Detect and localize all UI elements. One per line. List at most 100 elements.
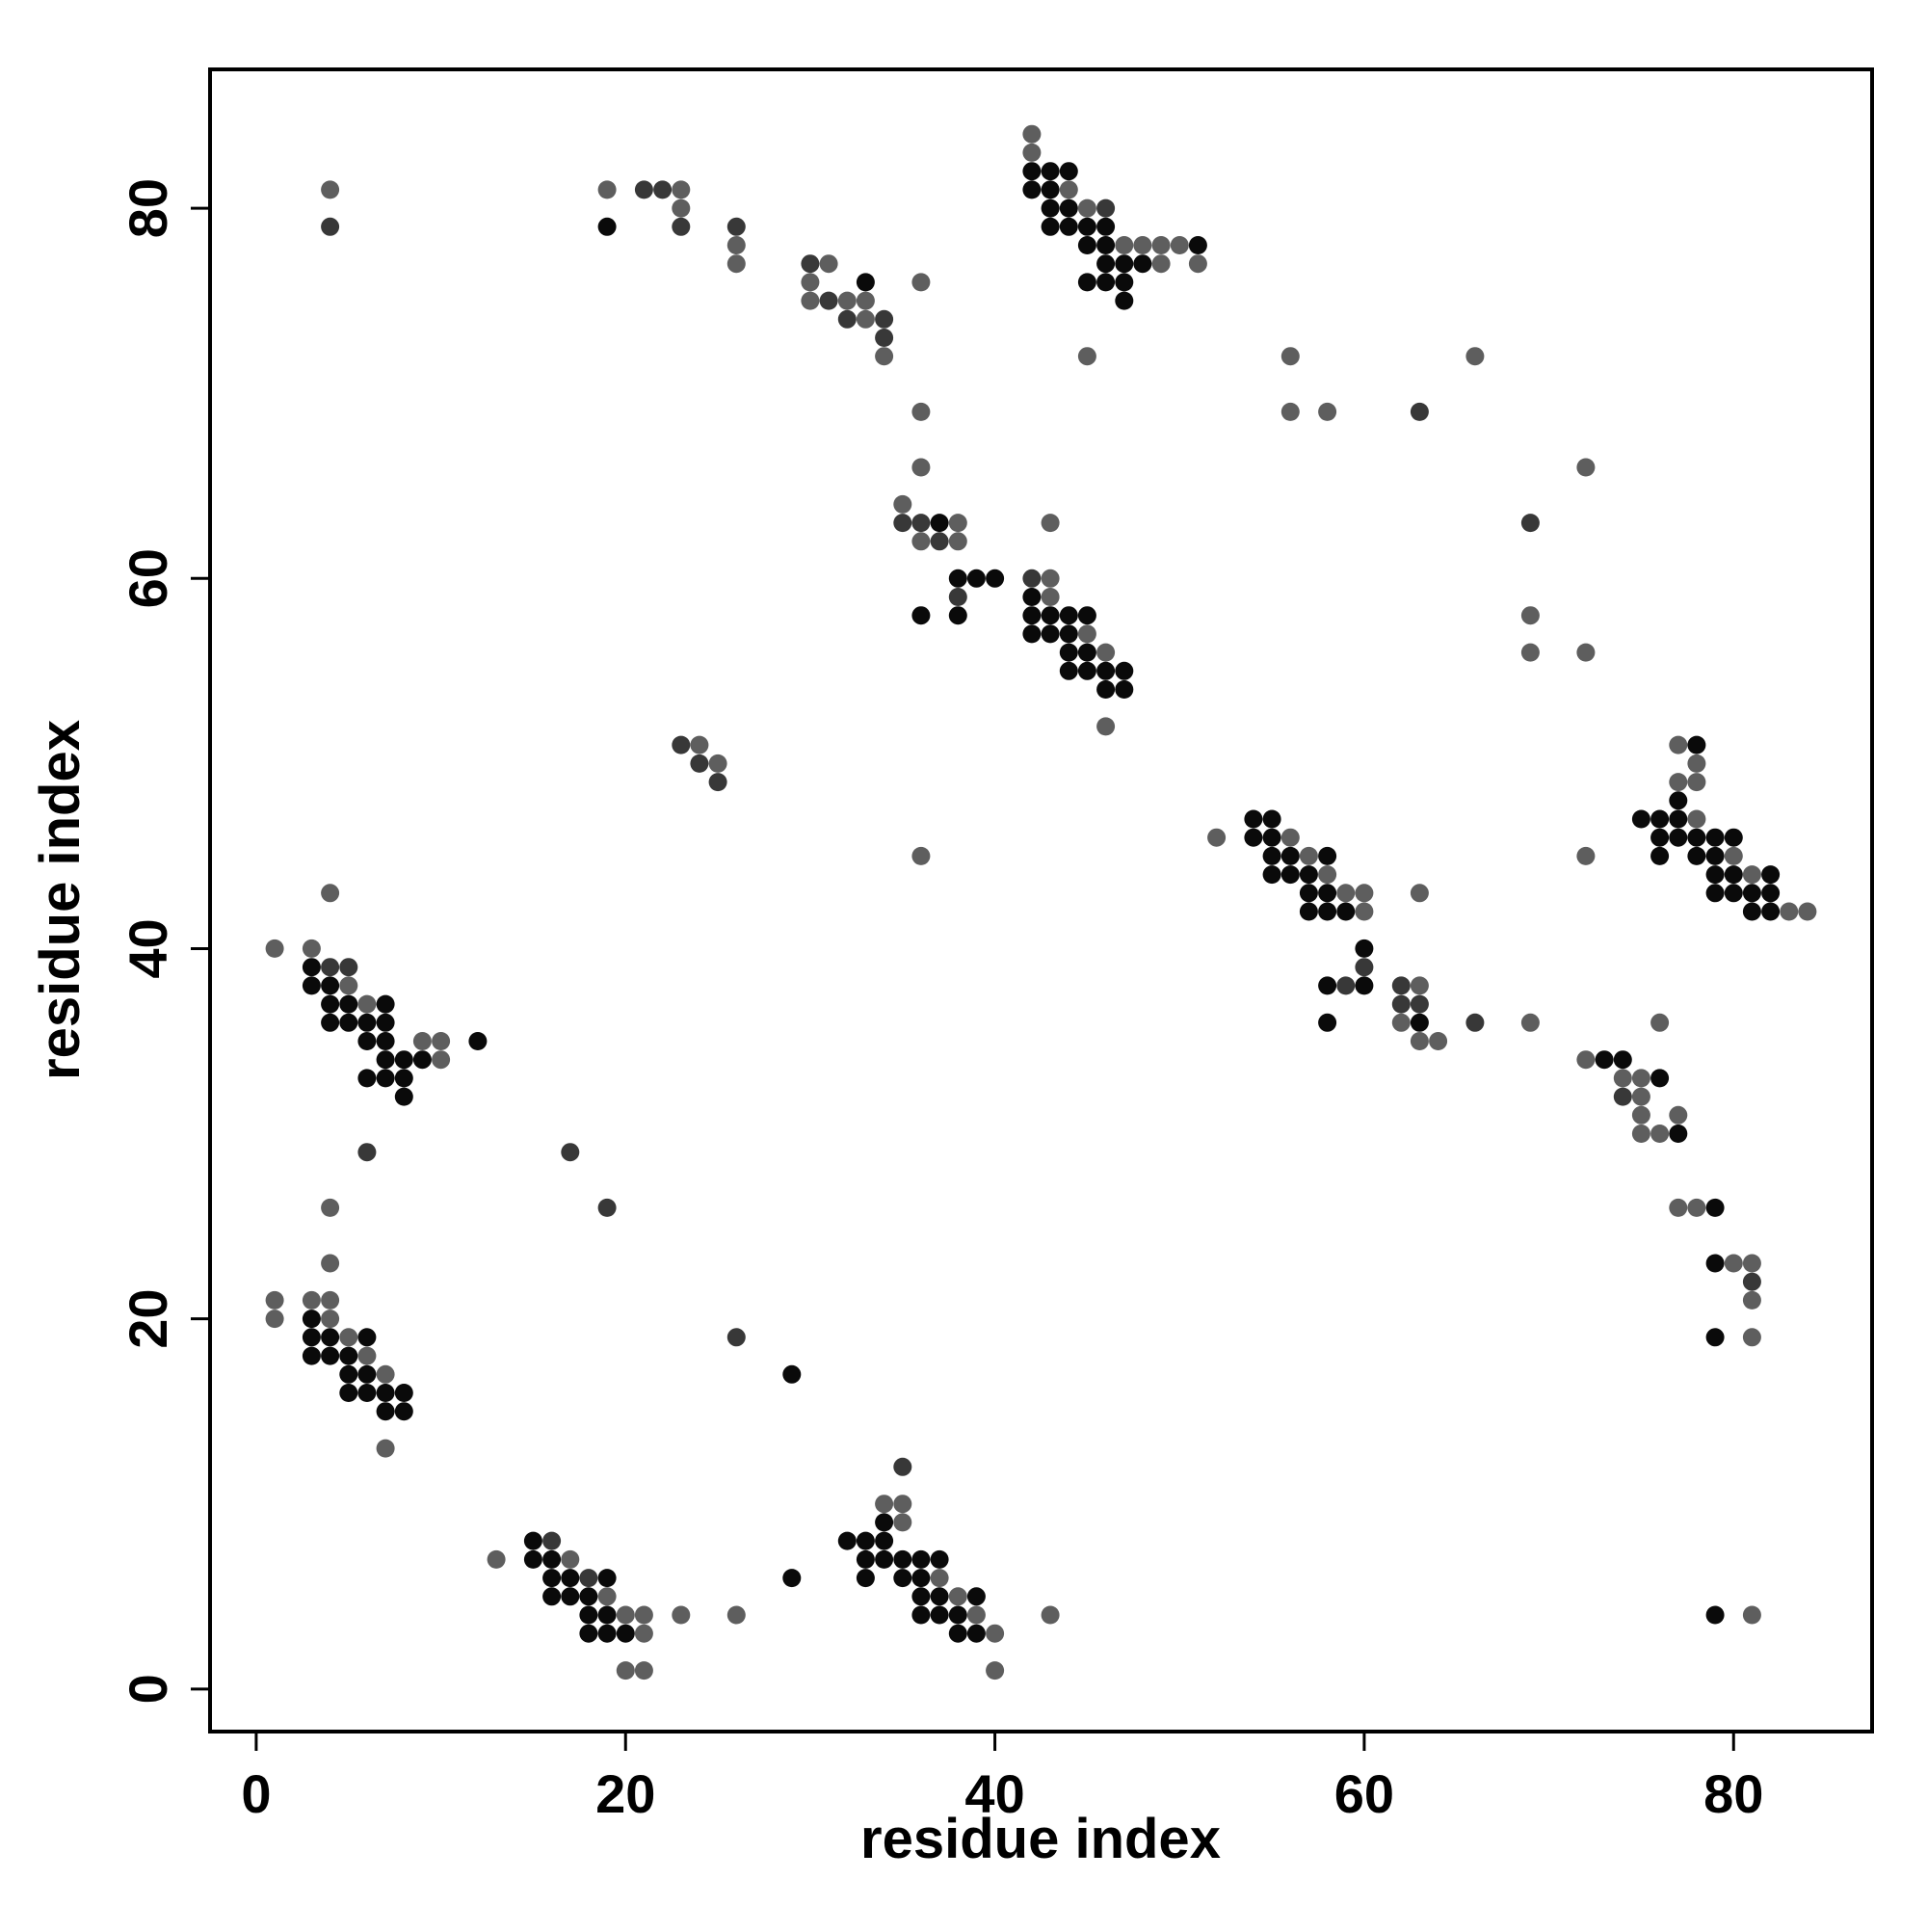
data-point	[1410, 1013, 1429, 1032]
data-point	[726, 236, 746, 254]
data-point	[412, 1032, 432, 1050]
data-point	[1299, 846, 1318, 865]
data-point	[321, 884, 340, 903]
data-point	[1059, 180, 1078, 199]
data-point	[1022, 143, 1042, 162]
data-point	[432, 1032, 451, 1050]
data-point	[1318, 976, 1337, 995]
data-point	[1595, 1050, 1614, 1070]
data-point	[726, 217, 746, 236]
data-point	[394, 1087, 413, 1106]
data-point	[1410, 1032, 1429, 1050]
data-point	[487, 1549, 506, 1569]
data-point	[1631, 809, 1650, 829]
data-point	[1115, 254, 1134, 274]
data-point	[1705, 1254, 1725, 1273]
data-point	[1631, 1087, 1650, 1106]
data-point	[1669, 1198, 1688, 1217]
data-point	[911, 1587, 931, 1606]
data-point	[339, 958, 358, 977]
data-point	[708, 773, 727, 792]
data-point	[616, 1624, 635, 1643]
data-point	[708, 754, 727, 773]
data-point	[1724, 884, 1743, 903]
data-point	[1299, 884, 1318, 903]
data-point	[1705, 884, 1725, 903]
data-point	[1059, 643, 1078, 662]
data-point	[801, 254, 820, 274]
data-point	[1429, 1032, 1448, 1050]
data-point	[1687, 1198, 1706, 1217]
data-point	[819, 291, 838, 310]
data-point	[1022, 624, 1042, 644]
data-point	[339, 1013, 358, 1032]
data-point	[1742, 1272, 1761, 1291]
data-point	[1133, 236, 1152, 254]
data-point	[1650, 1125, 1670, 1143]
data-point	[321, 1328, 340, 1347]
data-point	[561, 1143, 580, 1162]
data-point	[1650, 846, 1670, 865]
data-point	[542, 1569, 562, 1588]
data-point	[911, 532, 931, 551]
data-point	[376, 1032, 395, 1050]
data-point	[1022, 569, 1042, 588]
data-point	[690, 754, 709, 773]
data-point	[1724, 865, 1743, 885]
data-point	[1318, 402, 1337, 421]
data-point	[1391, 994, 1411, 1014]
data-point	[1059, 661, 1078, 680]
data-point	[357, 1384, 377, 1402]
data-point	[597, 1198, 617, 1217]
data-point	[911, 273, 931, 292]
data-point	[930, 514, 949, 533]
data-point	[542, 1587, 562, 1606]
data-point	[1151, 236, 1171, 254]
data-point	[1687, 809, 1706, 829]
data-point	[856, 309, 875, 329]
data-point	[321, 1254, 340, 1273]
data-point	[837, 309, 857, 329]
data-point	[1022, 180, 1042, 199]
data-point	[523, 1531, 542, 1550]
data-point	[321, 1198, 340, 1217]
data-point	[726, 1328, 746, 1347]
data-point	[1280, 828, 1300, 847]
data-point	[966, 1624, 986, 1643]
data-point	[1280, 347, 1300, 366]
data-point	[357, 1032, 377, 1050]
data-point	[1115, 680, 1134, 699]
data-point	[801, 273, 820, 292]
data-point	[1041, 162, 1060, 181]
data-point	[1705, 846, 1725, 865]
x-tick-label: 0	[241, 1763, 271, 1824]
y-tick-label: 40	[118, 918, 178, 978]
data-point	[394, 1050, 413, 1070]
data-point	[875, 1549, 894, 1569]
data-point	[1041, 1605, 1060, 1625]
data-point	[1613, 1050, 1632, 1070]
data-point	[1077, 347, 1096, 366]
data-point	[1669, 1105, 1688, 1125]
data-point	[672, 1605, 691, 1625]
data-point	[1742, 865, 1761, 885]
data-point	[1041, 569, 1060, 588]
data-point	[1355, 939, 1374, 958]
data-point	[616, 1605, 635, 1625]
data-point	[1041, 198, 1060, 218]
data-point	[376, 1069, 395, 1088]
data-point	[875, 1495, 894, 1514]
data-point	[966, 1587, 986, 1606]
data-point	[819, 254, 838, 274]
data-point	[1096, 661, 1116, 680]
data-point	[1520, 514, 1540, 533]
data-point	[893, 494, 912, 514]
plot-frame	[208, 67, 1874, 1734]
data-point	[1705, 1198, 1725, 1217]
data-point	[930, 1569, 949, 1588]
data-point	[672, 735, 691, 754]
data-point	[1096, 273, 1116, 292]
x-tick-label: 40	[964, 1763, 1024, 1824]
data-point	[376, 1013, 395, 1032]
